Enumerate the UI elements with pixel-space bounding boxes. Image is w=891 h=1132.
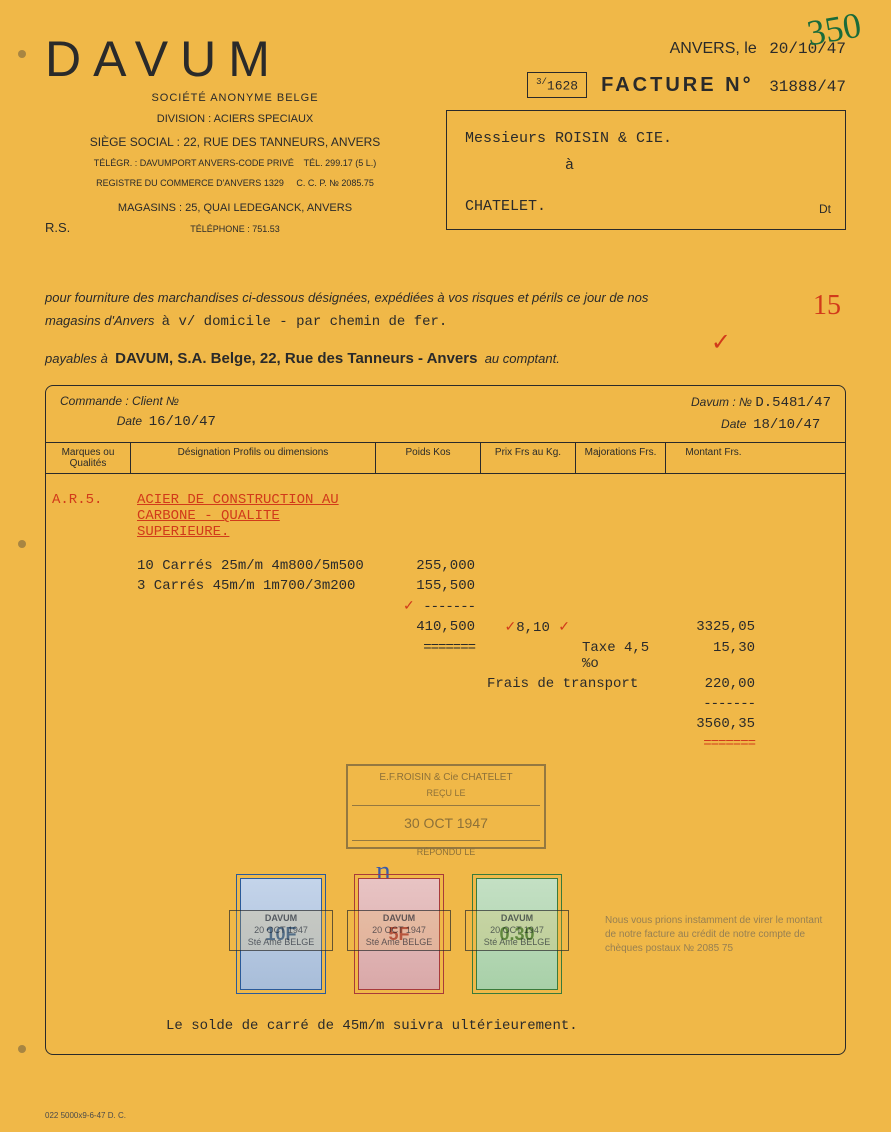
commande-header: Commande : Client № Date 16/10/47 Davum … <box>46 386 845 444</box>
ref-box: 3/1628 <box>527 72 587 98</box>
sep1: ------- <box>423 599 475 615</box>
item1-poids: 255,000 <box>376 556 481 576</box>
intro-line1: pour fourniture des marchandises ci-dess… <box>45 290 648 305</box>
col-montant: Montant Frs. <box>666 443 761 473</box>
company-magasins: MAGASINS : 25, QUAI LEDEGANCK, ANVERS <box>45 200 425 217</box>
payable-prefix: payables à <box>45 351 108 366</box>
ref-number: 1628 <box>547 78 578 93</box>
sep3: ------- <box>666 694 761 714</box>
quality: A.R.5. <box>46 490 131 542</box>
col-marques: Marques ou Qualités <box>46 443 131 473</box>
handwritten-15: 15 <box>813 290 841 322</box>
red-checkmark: ✓ <box>711 328 731 357</box>
item2-desig: 3 Carrés 45m/m 1m700/3m200 <box>131 576 376 596</box>
company-telegr: TÉLÉGR. : DAVUMPORT ANVERS-CODE PRIVÉ <box>94 158 294 168</box>
payable-address: DAVUM, S.A. Belge, 22, Rue des Tanneurs … <box>115 350 477 367</box>
company-registre-row: REGISTRE DU COMMERCE D'ANVERS 1329 C. C.… <box>45 177 425 191</box>
col-majorations: Majorations Frs. <box>576 443 666 473</box>
company-info: SOCIÉTÉ ANONYME BELGE DIVISION : ACIERS … <box>45 90 425 236</box>
item1-desig: 10 Carrés 25m/m 4m800/5m500 <box>131 556 376 576</box>
stamp-recu-label: REÇU LE <box>352 786 540 800</box>
recipient-name: Messieurs ROISIN & CIE. <box>465 125 827 152</box>
transport-amount: 220,00 <box>666 674 761 694</box>
line-title: ACIER DE CONSTRUCTION AU CARBONE - QUALI… <box>137 492 339 540</box>
company-ccp: C. C. P. № 2085.75 <box>296 178 374 188</box>
company-tel1: TÉL. 299.17 (5 L.) <box>304 158 377 168</box>
price: 8,10 <box>516 620 550 636</box>
transport-label: Frais de transport <box>481 674 576 694</box>
stamp2-overlay: DAVUM 20 OCT 1947 Sté Ame BELGE <box>347 910 451 951</box>
davum-date-label: Date <box>721 417 746 431</box>
intro-line2-typed: à v/ domicile - par chemin de fer. <box>162 314 448 330</box>
fiscal-stamp-3: 0.30 DAVUM 20 OCT 1947 Sté Ame BELGE <box>472 874 562 994</box>
recipient-city: CHATELET. <box>465 193 827 220</box>
footer-code: 022 5000x9-6-47 D. C. <box>45 1111 126 1120</box>
rs-label: R.S. <box>45 220 70 235</box>
fiscal-stamp-2: 5F DAVUM 20 OCT 1947 Sté Ame BELGE <box>354 874 444 994</box>
company-subtitle: SOCIÉTÉ ANONYME BELGE <box>45 90 425 107</box>
company-telegr-row: TÉLÉGR. : DAVUMPORT ANVERS-CODE PRIVÉ TÉ… <box>45 157 425 171</box>
col-designation: Désignation Profils ou dimensions <box>131 443 376 473</box>
stamp-recu-top: E.F.ROISIN & Cie CHATELET <box>352 770 540 786</box>
fiscal-stamp-1: 10F DAVUM 20 OCT 1947 Sté Ame BELGE <box>236 874 326 994</box>
davum-label: Davum : № <box>691 395 752 409</box>
client-date-label: Date <box>117 414 142 428</box>
company-division: DIVISION : ACIERS SPECIAUX <box>45 111 425 128</box>
col-poids: Poids Kos <box>376 443 481 473</box>
table-header: Marques ou Qualités Désignation Profils … <box>46 443 845 474</box>
intro-line2-prefix: magasins d'Anvers <box>45 313 154 328</box>
davum-date: 18/10/47 <box>753 417 820 433</box>
sep4: ======= <box>666 734 761 754</box>
facture-number: 31888/47 <box>769 78 846 96</box>
fiscal-stamps: 10F DAVUM 20 OCT 1947 Sté Ame BELGE 5F D… <box>236 874 562 994</box>
taxe-label: Taxe 4,5 %o <box>576 638 666 674</box>
stamp1-overlay: DAVUM 20 OCT 1947 Sté Ame BELGE <box>229 910 333 951</box>
company-siege: SIÈGE SOCIAL : 22, RUE DES TANNEURS, ANV… <box>45 133 425 151</box>
sep2a: ======= <box>376 638 481 674</box>
bottom-note: Le solde de carré de 45m/m suivra ultéri… <box>166 1018 578 1034</box>
invoice-ref-row: 3/1628 FACTURE N° 31888/47 <box>527 72 846 98</box>
stamp3-overlay: DAVUM 20 OCT 1947 Sté Ame BELGE <box>465 910 569 951</box>
recipient-a: à <box>465 152 827 179</box>
receipt-stamp: E.F.ROISIN & Cie CHATELET REÇU LE 30 OCT… <box>346 764 546 849</box>
recipient-dt: Dt <box>819 199 831 221</box>
payment-note: Nous vous prions instamment de virer le … <box>605 914 835 956</box>
table-body: A.R.5. ACIER DE CONSTRUCTION AU CARBONE … <box>46 474 845 1054</box>
subtotal-poids: 410,500 <box>376 617 481 638</box>
total: 3560,35 <box>666 714 761 734</box>
davum-num: D.5481/47 <box>755 395 831 411</box>
ref-prefix: 3/ <box>536 77 547 87</box>
company-tel2: TÉLÉPHONE : 751.53 <box>45 223 425 237</box>
client-date: 16/10/47 <box>149 414 216 430</box>
stamp-recu-date: 30 OCT 1947 <box>352 805 540 841</box>
company-name: DAVUM <box>45 30 425 88</box>
location-label: ANVERS, le <box>670 40 757 57</box>
item2-poids: 155,500 <box>376 576 481 596</box>
taxe-amount: 15,30 <box>666 638 761 674</box>
company-registre: REGISTRE DU COMMERCE D'ANVERS 1329 <box>96 178 284 188</box>
subtotal-amount: 3325,05 <box>666 617 761 638</box>
recipient-box: Messieurs ROISIN & CIE. à CHATELET. Dt <box>446 110 846 230</box>
commande-box: Commande : Client № Date 16/10/47 Davum … <box>45 385 846 1056</box>
col-prix: Prix Frs au Kg. <box>481 443 576 473</box>
handwritten-annotation: 350 <box>804 4 864 55</box>
client-label: Commande : Client № <box>60 394 179 408</box>
facture-label: FACTURE N° <box>601 74 753 96</box>
payable-suffix: au comptant. <box>485 351 560 366</box>
